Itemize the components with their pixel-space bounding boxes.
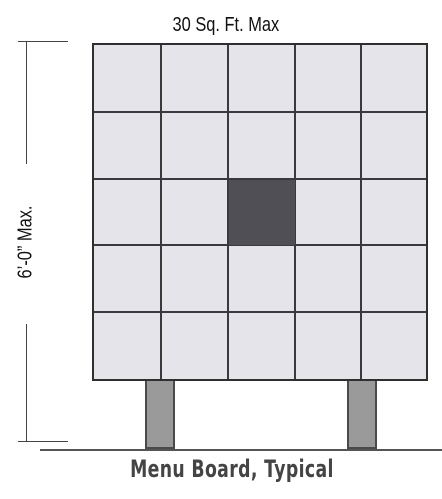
grid-line-vertical [294, 45, 296, 379]
menu-board-panel [92, 43, 428, 381]
grid-line-horizontal [94, 111, 426, 113]
grid-line-vertical [227, 45, 229, 379]
grid-line-horizontal [94, 244, 426, 246]
grid-line-horizontal [94, 311, 426, 313]
right-post [347, 381, 377, 449]
ground-line [40, 449, 442, 451]
height-dimension-bottom-tick [18, 441, 68, 442]
diagram-caption: Menu Board, Typical [130, 455, 334, 483]
grid-line-horizontal [94, 178, 426, 180]
grid-line-vertical [160, 45, 162, 379]
highlighted-center-cell [229, 180, 295, 245]
max-area-label: 30 Sq. Ft. Max [172, 14, 280, 36]
max-height-label: 6’-0” Max. [14, 205, 37, 279]
height-dimension-top-tick [18, 41, 68, 42]
grid-line-vertical [360, 45, 362, 379]
dimension-label-gap [14, 164, 40, 324]
left-post [145, 381, 175, 449]
